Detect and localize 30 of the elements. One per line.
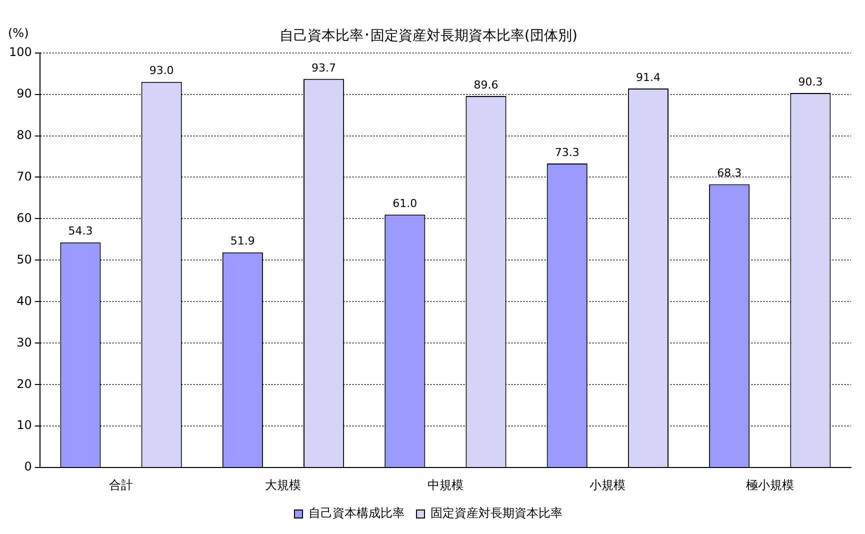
data-label: 91.4 (636, 70, 660, 84)
y-tick-label: 50 (16, 252, 32, 266)
y-tick-label: 10 (16, 418, 32, 432)
data-label: 51.9 (230, 234, 255, 248)
y-tick-label: 90 (16, 86, 32, 100)
y-tick-label: 80 (16, 128, 32, 142)
data-label: 93.0 (149, 64, 174, 78)
x-tick-label: 小規模 (590, 478, 626, 492)
data-label: 54.3 (68, 224, 93, 238)
data-label: 61.0 (392, 196, 418, 210)
data-label: 89.6 (474, 78, 498, 92)
y-axis-title: (%) (8, 26, 29, 40)
legend-label: 自己資本構成比率 (308, 506, 404, 520)
y-tick-label: 70 (16, 169, 32, 184)
y-tick-label: 0 (24, 460, 32, 474)
data-label: 93.7 (312, 61, 336, 74)
y-tick-label: 20 (16, 376, 32, 391)
x-tick-label: 合計 (109, 478, 134, 492)
y-tick-label: 60 (16, 210, 32, 225)
y-tick-label: 40 (16, 294, 32, 308)
legend-label: 固定資産対長期資本比率 (430, 506, 562, 520)
data-label: 90.3 (798, 75, 823, 88)
data-label: 68.3 (717, 166, 742, 180)
chart-title: 自己資本比率･固定資産対長期資本比率(団体別) (280, 28, 578, 44)
y-tick-label: 100 (9, 44, 32, 59)
x-tick-label: 中規模 (427, 478, 464, 492)
x-tick-label: 大規模 (265, 478, 302, 492)
x-tick-label: 極小規模 (746, 478, 794, 492)
y-tick-label: 30 (16, 335, 32, 350)
data-label: 73.3 (554, 146, 580, 159)
